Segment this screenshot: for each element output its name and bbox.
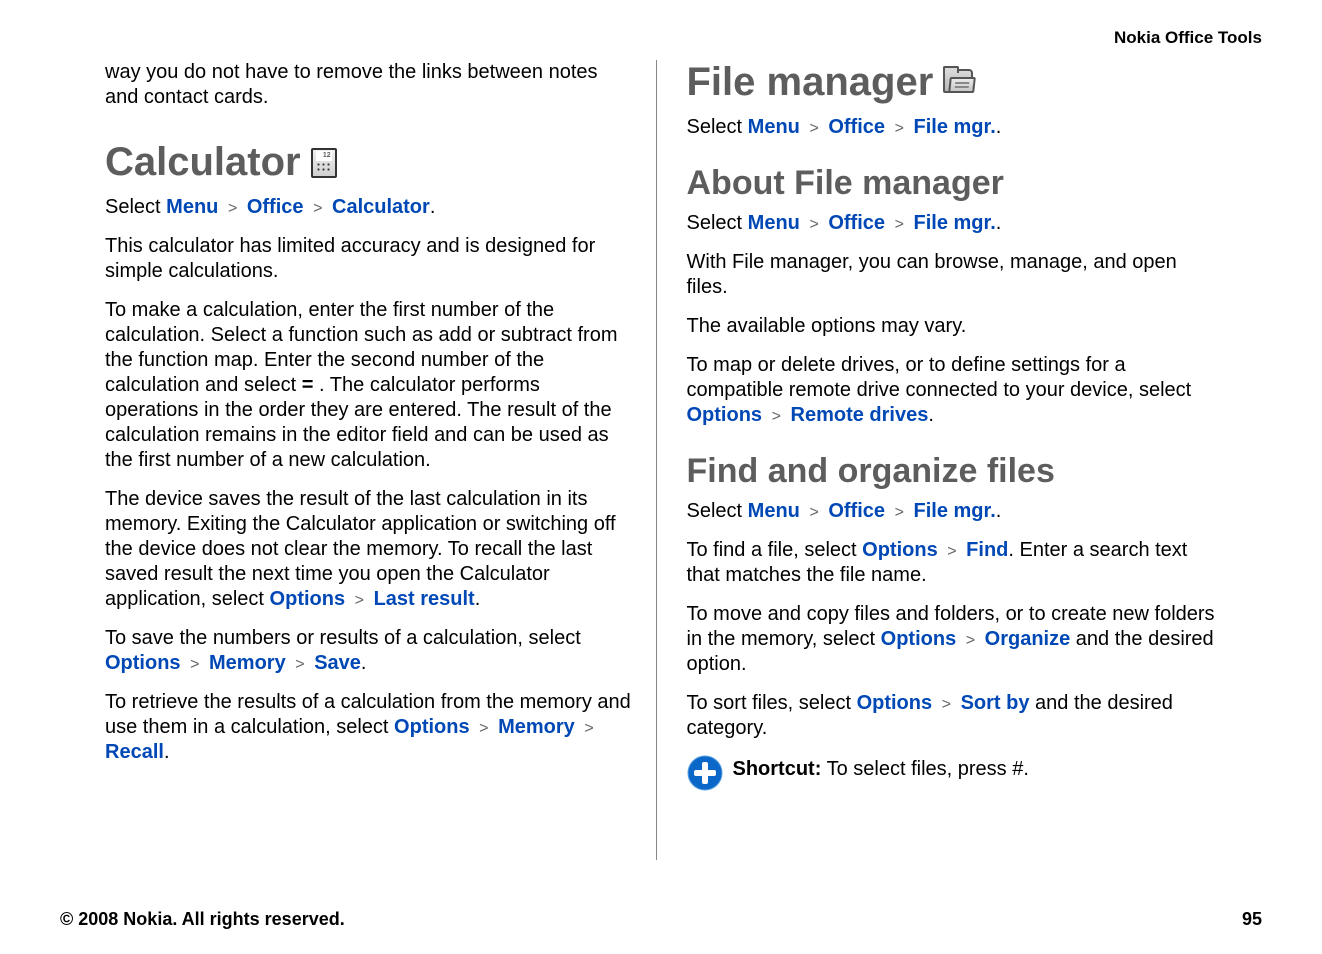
equals-key: =	[302, 374, 314, 396]
calc-desc-paragraph: This calculator has limited accuracy and…	[105, 234, 636, 284]
folder-icon	[943, 69, 977, 97]
save-link: Save	[314, 652, 361, 674]
nav-sep: >	[291, 656, 308, 673]
nav-sep: >	[309, 200, 326, 217]
nav-sep: >	[580, 720, 597, 737]
fm-options-vary: The available options may vary.	[687, 314, 1218, 339]
nav-office: Office	[828, 212, 885, 234]
nav-sep: >	[805, 504, 822, 521]
file-manager-heading: File manager	[687, 60, 1218, 105]
nav-filemgr: File mgr.	[914, 212, 996, 234]
find-link: Find	[966, 539, 1008, 561]
text: To find a file, select	[687, 539, 863, 561]
options-link: Options	[862, 539, 938, 561]
nav-sep: >	[224, 200, 241, 217]
nav-menu: Menu	[166, 196, 218, 218]
nav-sep: >	[351, 592, 368, 609]
nav-prefix: Select	[105, 196, 166, 218]
memory-link: Memory	[498, 716, 575, 738]
nav-office: Office	[247, 196, 304, 218]
options-link: Options	[270, 588, 346, 610]
nav-filemgr: File mgr.	[914, 500, 996, 522]
nav-menu: Menu	[748, 116, 800, 138]
fm-desc-paragraph: With File manager, you can browse, manag…	[687, 250, 1218, 300]
shortcut-text: Shortcut: To select files, press #.	[733, 755, 1029, 782]
fm-nav-path-3: Select Menu > Office > File mgr..	[687, 499, 1218, 524]
nav-sep: >	[962, 632, 979, 649]
nav-prefix: Select	[687, 212, 748, 234]
shortcut-row: Shortcut: To select files, press #.	[687, 755, 1218, 791]
text: To save the numbers or results of a calc…	[105, 627, 581, 649]
options-link: Options	[881, 628, 957, 650]
options-link: Options	[687, 404, 763, 426]
fm-nav-path-1: Select Menu > Office > File mgr..	[687, 115, 1218, 140]
nav-sep: >	[891, 504, 908, 521]
nav-sep: >	[186, 656, 203, 673]
nav-sep: >	[475, 720, 492, 737]
calc-nav-path: Select Menu > Office > Calculator.	[105, 195, 636, 220]
nav-prefix: Select	[687, 116, 748, 138]
sort-by-link: Sort by	[961, 692, 1030, 714]
nav-sep: >	[891, 216, 908, 233]
last-result-link: Last result	[374, 588, 475, 610]
calc-memory-paragraph: The device saves the result of the last …	[105, 487, 636, 612]
calc-save-paragraph: To save the numbers or results of a calc…	[105, 626, 636, 676]
options-link: Options	[105, 652, 181, 674]
about-file-manager-heading: About File manager	[687, 164, 1218, 203]
nav-calculator: Calculator	[332, 196, 430, 218]
nav-sep: >	[805, 216, 822, 233]
calc-usage-paragraph: To make a calculation, enter the first n…	[105, 298, 636, 473]
nav-sep: >	[938, 696, 955, 713]
find-organize-heading: Find and organize files	[687, 452, 1218, 491]
plus-icon	[687, 755, 723, 791]
page-header-title: Nokia Office Tools	[1114, 28, 1262, 48]
calculator-heading-text: Calculator	[105, 140, 301, 185]
calculator-heading: Calculator	[105, 140, 636, 185]
nav-sep: >	[805, 120, 822, 137]
nav-filemgr: File mgr.	[914, 116, 996, 138]
page-number: 95	[1242, 909, 1262, 930]
fm-remote-paragraph: To map or delete drives, or to define se…	[687, 353, 1218, 428]
text: To sort files, select	[687, 692, 857, 714]
organize-link: Organize	[985, 628, 1071, 650]
left-column: way you do not have to remove the links …	[60, 60, 656, 860]
recall-link: Recall	[105, 741, 164, 763]
copyright-text: © 2008 Nokia. All rights reserved.	[60, 909, 345, 930]
options-link: Options	[857, 692, 933, 714]
fm-sort-paragraph: To sort files, select Options > Sort by …	[687, 691, 1218, 741]
nav-office: Office	[828, 116, 885, 138]
content-columns: way you do not have to remove the links …	[0, 0, 1322, 860]
remote-drives-link: Remote drives	[791, 404, 929, 426]
calculator-icon	[311, 148, 337, 178]
text: To map or delete drives, or to define se…	[687, 354, 1192, 401]
page-footer: © 2008 Nokia. All rights reserved. 95	[60, 909, 1262, 930]
nav-sep: >	[943, 543, 960, 560]
fm-organize-paragraph: To move and copy files and folders, or t…	[687, 602, 1218, 677]
shortcut-label: Shortcut:	[733, 758, 822, 780]
memory-link: Memory	[209, 652, 286, 674]
fm-nav-path-2: Select Menu > Office > File mgr..	[687, 211, 1218, 236]
calc-recall-paragraph: To retrieve the results of a calculation…	[105, 690, 636, 765]
nav-menu: Menu	[748, 212, 800, 234]
nav-sep: >	[768, 408, 785, 425]
nav-menu: Menu	[748, 500, 800, 522]
fm-find-paragraph: To find a file, select Options > Find. E…	[687, 538, 1218, 588]
nav-office: Office	[828, 500, 885, 522]
file-manager-heading-text: File manager	[687, 60, 934, 105]
intro-paragraph: way you do not have to remove the links …	[105, 60, 636, 110]
right-column: File manager Select Menu > Office > File…	[656, 60, 1263, 860]
nav-sep: >	[891, 120, 908, 137]
nav-prefix: Select	[687, 500, 748, 522]
options-link: Options	[394, 716, 470, 738]
shortcut-body: To select files, press #.	[821, 758, 1029, 780]
